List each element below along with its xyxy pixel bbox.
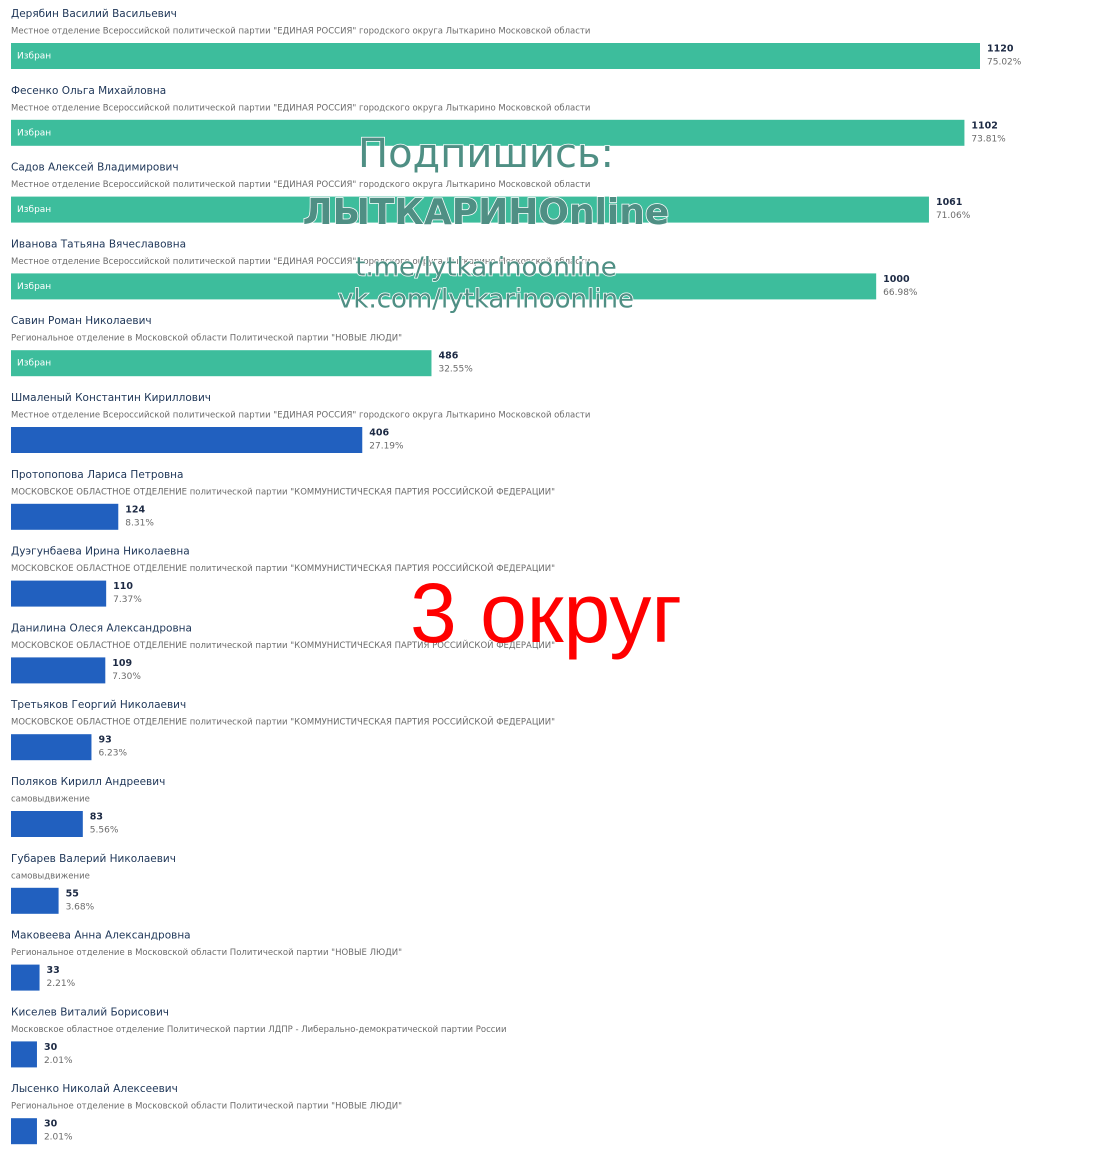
party-name: МОСКОВСКОЕ ОБЛАСТНОЕ ОТДЕЛЕНИЕ политичес… [11, 485, 555, 497]
bar [11, 503, 119, 530]
value-label: 486 [438, 351, 458, 362]
value-label: 406 [369, 428, 389, 439]
bar [11, 1041, 37, 1068]
party-name: Региональное отделение в Московской обла… [11, 948, 402, 958]
status-label: Избран [17, 359, 51, 369]
candidate-name: Лысенко Николай Алексеевич [11, 1083, 178, 1095]
party-name: Местное отделение Всероссийской политиче… [11, 27, 590, 37]
value-label: 1102 [971, 120, 997, 131]
bar [11, 1118, 37, 1145]
value-label: 30 [44, 1119, 58, 1130]
bar [11, 811, 83, 837]
candidate-name: Маковеева Анна Александровна [11, 930, 191, 942]
candidate-name: Губарев Валерий Николаевич [11, 853, 176, 865]
value-label: 1000 [883, 274, 910, 285]
candidate-name: Протопопова Лариса Петровна [11, 469, 183, 481]
status-label: Избран [17, 282, 51, 292]
status-label: Избран [17, 128, 51, 138]
percent-label: 75.02% [987, 58, 1022, 68]
percent-label: 7.37% [113, 595, 142, 605]
candidate-name: Дуэгунбаева Ирина Николаевна [11, 546, 190, 558]
percent-label: 66.98% [883, 288, 918, 298]
value-label: 124 [125, 504, 145, 515]
party-name: Местное отделение Всероссийской политиче… [11, 411, 590, 421]
bar [11, 273, 877, 300]
bar [11, 427, 363, 453]
percent-label: 2.01% [44, 1056, 73, 1066]
percent-label: 32.55% [438, 365, 473, 375]
party-name: Московское областное отделение Политичес… [11, 1025, 506, 1035]
status-label: Избран [17, 205, 51, 215]
party-name: МОСКОВСКОЕ ОБЛАСТНОЕ ОТДЕЛЕНИЕ политичес… [11, 639, 555, 651]
percent-label: 73.81% [971, 134, 1006, 144]
percent-label: 3.68% [66, 902, 95, 912]
value-label: 30 [44, 1042, 58, 1053]
value-label: 1061 [936, 197, 962, 208]
candidate-name: Дерябин Василий Васильевич [11, 8, 177, 20]
percent-label: 2.01% [44, 1133, 73, 1143]
rows: Дерябин Василий Васильевич Местное отделе… [10, 8, 1022, 1145]
party-name: Местное отделение Всероссийской политиче… [11, 103, 590, 113]
watermark: ЛЫТКАРИНОnline [303, 192, 670, 233]
party-name: Региональное отделение в Московской обла… [11, 334, 402, 344]
percent-label: 2.21% [47, 979, 76, 989]
party-name: МОСКОВСКОЕ ОБЛАСТНОЕ ОТДЕЛЕНИЕ политичес… [11, 716, 555, 728]
overlay-title: 3 округ [410, 566, 682, 660]
percent-label: 5.56% [90, 826, 119, 836]
percent-label: 27.19% [369, 442, 404, 452]
candidate-name: Поляков Кирилл Андреевич [11, 776, 165, 788]
value-label: 1120 [987, 44, 1014, 55]
value-label: 83 [90, 812, 103, 823]
watermark: t.me/lytkarinoonline [355, 253, 617, 283]
candidate-name: Садов Алексей Владимирович [11, 162, 179, 174]
value-label: 33 [47, 965, 60, 976]
candidate-name: Данилина Олеся Александровна [11, 622, 192, 634]
party-name: самовыдвижение [11, 871, 90, 881]
value-label: 109 [112, 658, 132, 669]
bar [11, 43, 980, 69]
candidate-name: Фесенко Ольга Михайловна [11, 85, 166, 97]
party-name: Региональное отделение в Московской обла… [11, 1102, 402, 1112]
percent-label: 7.30% [112, 672, 141, 682]
bar [11, 119, 965, 146]
candidate-name: Шмаленый Константин Кириллович [11, 392, 211, 404]
candidate-name: Киселев Виталий Борисович [11, 1006, 169, 1018]
party-name: самовыдвижение [11, 795, 90, 805]
status-label: Избран [17, 52, 51, 62]
percent-label: 6.23% [98, 749, 127, 759]
bar [11, 350, 432, 377]
party-name: Местное отделение Всероссийской политиче… [11, 180, 590, 190]
watermark: Подпишись: [358, 131, 614, 177]
candidate-name: Иванова Татьяна Вячеславовна [11, 238, 186, 250]
party-name: Местное отделение Всероссийской политиче… [11, 257, 590, 267]
value-label: 55 [66, 888, 79, 899]
value-label: 110 [113, 581, 133, 592]
value-label: 93 [98, 735, 111, 746]
bar [11, 887, 59, 914]
candidate-name: Савин Роман Николаевич [11, 315, 152, 327]
percent-label: 71.06% [936, 211, 971, 221]
bar [11, 734, 92, 761]
watermark: vk.com/lytkarinoonline [338, 285, 634, 315]
bar [11, 964, 40, 991]
bar [11, 657, 106, 684]
bar [11, 580, 107, 607]
percent-label: 8.31% [125, 518, 154, 528]
candidate-name: Третьяков Георгий Николаевич [10, 699, 186, 711]
bar [11, 196, 929, 223]
party-name: МОСКОВСКОЕ ОБЛАСТНОЕ ОТДЕЛЕНИЕ политичес… [11, 562, 555, 574]
